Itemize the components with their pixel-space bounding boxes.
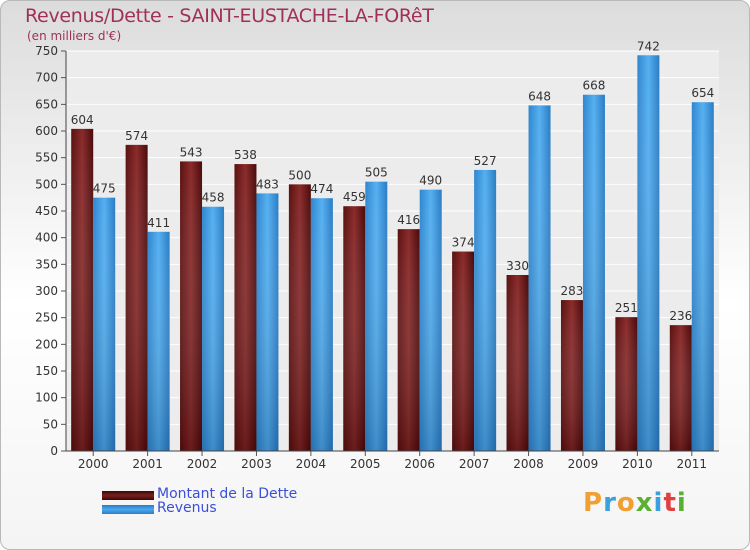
data-label: 527 xyxy=(474,154,497,168)
y-tick-label: 350 xyxy=(35,257,58,271)
bar-revenus-shade xyxy=(202,206,225,451)
logo-letter: P xyxy=(583,488,604,518)
bar-revenus-shade xyxy=(474,169,497,451)
logo-letter: t xyxy=(663,488,677,518)
x-tick-label: 2002 xyxy=(187,457,218,471)
bar-revenus-shade xyxy=(419,189,442,451)
data-label: 505 xyxy=(365,166,388,180)
chart-title: Revenus/Dette - SAINT-EUSTACHE-LA-FORêT xyxy=(25,5,434,27)
data-label: 459 xyxy=(343,190,366,204)
x-tick-label: 2005 xyxy=(350,457,381,471)
logo-letter: o xyxy=(616,488,636,518)
data-label: 416 xyxy=(397,213,420,227)
data-label: 483 xyxy=(256,177,279,191)
bar-revenus-shade xyxy=(256,193,279,451)
bar-dette-shade xyxy=(125,144,148,451)
bar-dette-shade xyxy=(288,184,311,452)
legend-swatch-revenus xyxy=(102,505,154,514)
legend-swatch-dette xyxy=(102,491,154,500)
y-tick-label: 650 xyxy=(35,97,58,111)
x-tick-label: 2003 xyxy=(241,457,272,471)
y-tick-label: 150 xyxy=(35,364,58,378)
x-tick-label: 2010 xyxy=(622,457,653,471)
data-label: 330 xyxy=(506,259,529,273)
logo-letter: i xyxy=(653,488,664,518)
x-tick-label: 2001 xyxy=(132,457,163,471)
logo-letter: x xyxy=(635,488,654,518)
bar-revenus-shade xyxy=(147,231,170,451)
y-tick-label: 700 xyxy=(35,71,58,85)
data-label: 411 xyxy=(147,216,170,230)
bar-dette-shade xyxy=(343,206,366,451)
bar-dette-shade xyxy=(397,229,420,451)
y-tick-label: 500 xyxy=(35,177,58,191)
x-tick-label: 2009 xyxy=(568,457,599,471)
data-label: 543 xyxy=(180,145,203,159)
bar-revenus-shade xyxy=(637,55,660,452)
x-tick-label: 2006 xyxy=(404,457,435,471)
proxiti-logo: Proxiti xyxy=(583,488,687,518)
logo-letter: r xyxy=(603,488,617,518)
y-tick-label: 50 xyxy=(43,417,58,431)
y-tick-label: 200 xyxy=(35,337,58,351)
data-label: 251 xyxy=(615,301,638,315)
x-tick-label: 2000 xyxy=(78,457,109,471)
bar-revenus-shade xyxy=(310,198,333,451)
data-label: 500 xyxy=(288,168,311,182)
data-label: 654 xyxy=(691,86,714,100)
x-tick-label: 2004 xyxy=(296,457,327,471)
x-tick-label: 2011 xyxy=(677,457,708,471)
data-label: 475 xyxy=(93,182,116,196)
y-tick-label: 300 xyxy=(35,284,58,298)
data-label: 374 xyxy=(452,236,475,250)
chart-subtitle: (en milliers d'€) xyxy=(27,29,122,43)
data-label: 538 xyxy=(234,148,257,162)
bar-dette-shade xyxy=(669,325,692,451)
data-label: 490 xyxy=(419,174,442,188)
bar-revenus-shade xyxy=(528,105,551,452)
bar-dette-shade xyxy=(180,161,203,451)
data-label: 574 xyxy=(125,129,148,143)
bar-revenus-shade xyxy=(365,181,388,451)
data-label: 283 xyxy=(561,284,584,298)
y-tick-label: 400 xyxy=(35,231,58,245)
y-tick-label: 100 xyxy=(35,391,58,405)
x-tick-label: 2007 xyxy=(459,457,490,471)
data-label: 742 xyxy=(637,39,660,53)
y-tick-label: 750 xyxy=(35,44,58,58)
bar-dette-shade xyxy=(560,300,583,451)
data-label: 458 xyxy=(202,191,225,205)
y-tick-label: 600 xyxy=(35,124,58,138)
logo-letter: i xyxy=(676,488,687,518)
bar-revenus-shade xyxy=(582,94,605,451)
data-label: 604 xyxy=(71,113,94,127)
bar-dette-shade xyxy=(615,317,638,451)
legend-label-revenus: Revenus xyxy=(157,500,217,516)
data-label: 668 xyxy=(583,79,606,93)
data-label: 236 xyxy=(669,309,692,323)
bar-revenus-shade xyxy=(691,102,714,451)
y-tick-label: 550 xyxy=(35,151,58,165)
y-tick-label: 250 xyxy=(35,311,58,325)
y-tick-label: 0 xyxy=(50,444,58,458)
x-tick-label: 2008 xyxy=(513,457,544,471)
y-tick-label: 450 xyxy=(35,204,58,218)
bar-dette-shade xyxy=(452,251,475,451)
plot-area xyxy=(66,51,719,451)
bar-dette-shade xyxy=(506,275,529,451)
data-label: 648 xyxy=(528,89,551,103)
legend-label-dette: Montant de la Dette xyxy=(157,486,298,502)
bar-dette-shade xyxy=(71,128,94,451)
data-label: 474 xyxy=(310,182,333,196)
bar-revenus-shade xyxy=(93,197,116,451)
bar-dette-shade xyxy=(234,164,257,452)
